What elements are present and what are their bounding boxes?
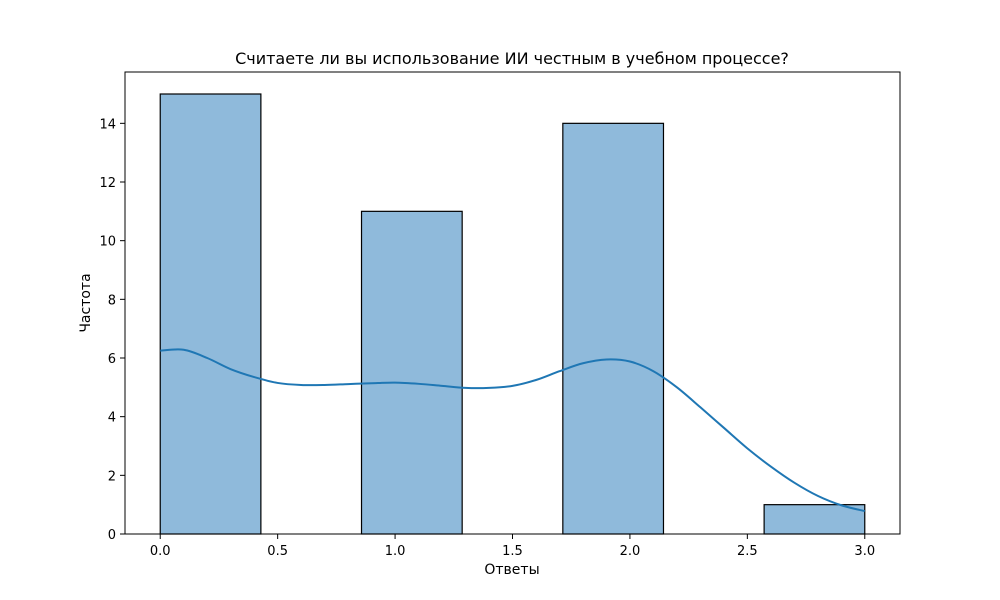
- x-tick-label: 1.0: [385, 544, 406, 559]
- histogram-bar-2: [562, 122, 665, 535]
- x-tick-label: 0.0: [150, 544, 171, 559]
- histogram-bar-0: [159, 93, 262, 535]
- x-axis-ticks: 0.0 0.5 1.0 1.5 2.0 2.5 3.0: [150, 534, 875, 559]
- y-tick-label: 2: [108, 469, 116, 484]
- x-tick-label: 2.5: [737, 544, 758, 559]
- x-tick-label: 3.0: [854, 544, 875, 559]
- x-axis-label: Ответы: [484, 562, 539, 578]
- y-axis-label: Частота: [78, 273, 94, 332]
- y-tick-label: 4: [108, 411, 116, 426]
- y-tick-label: 12: [99, 176, 116, 191]
- histogram-bar-1: [360, 210, 463, 535]
- chart-title: Считаете ли вы использование ИИ честным …: [235, 49, 789, 68]
- bars-layer: [159, 93, 866, 535]
- x-tick-label: 0.5: [267, 544, 288, 559]
- y-tick-label: 6: [108, 352, 116, 367]
- y-tick-label: 14: [99, 117, 116, 132]
- y-axis-ticks: 0 2 4 6 8 10 12 14: [99, 117, 125, 543]
- x-tick-label: 2.0: [620, 544, 641, 559]
- kde-line: [160, 348, 866, 513]
- y-tick-label: 8: [108, 293, 116, 308]
- x-tick-label: 1.5: [502, 544, 523, 559]
- kde-layer: [160, 348, 866, 513]
- histogram-bar-3: [763, 504, 866, 535]
- y-tick-label: 0: [108, 528, 116, 543]
- y-tick-label: 10: [99, 235, 116, 250]
